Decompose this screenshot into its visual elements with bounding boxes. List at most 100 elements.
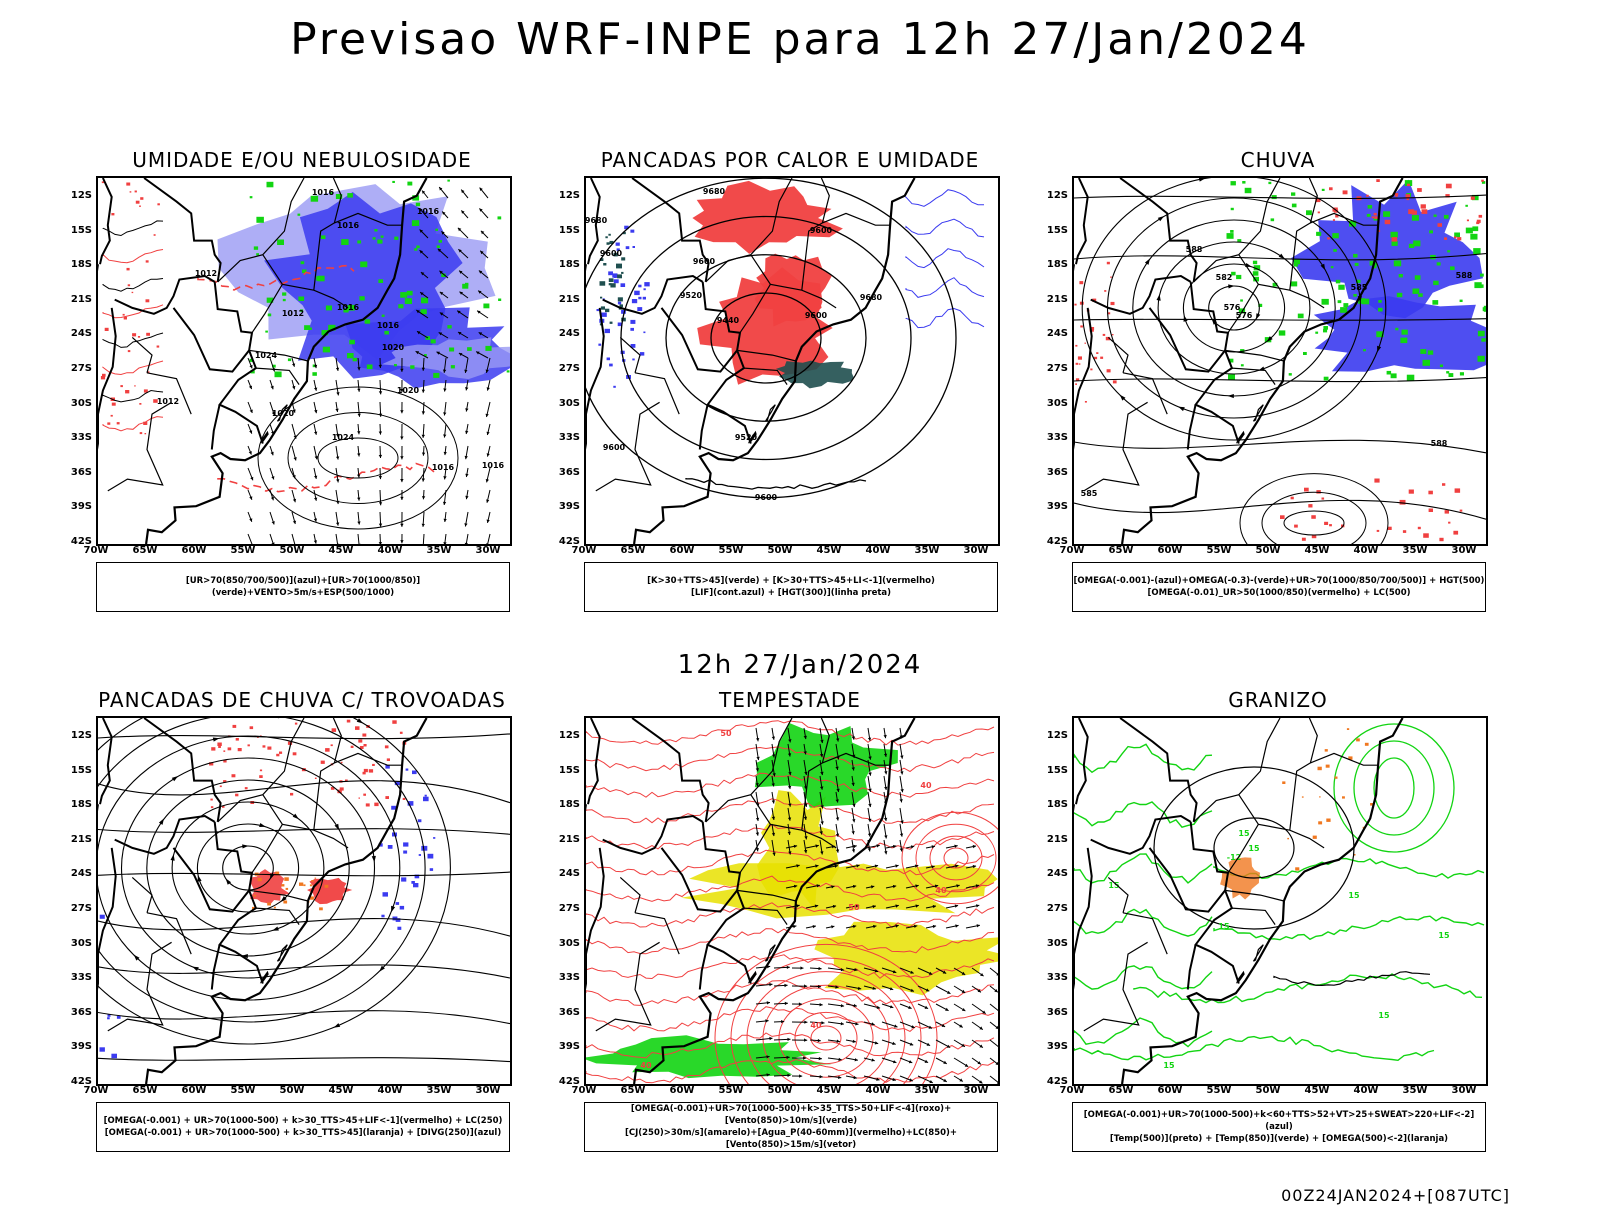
thunderstorm-orange-speckle xyxy=(284,877,289,881)
thunderstorm-red-speckle xyxy=(279,752,282,754)
omega-green-speckle xyxy=(1465,205,1468,207)
wind-vector xyxy=(895,864,898,867)
red-contour-speckle xyxy=(111,213,114,215)
isobar-line xyxy=(103,417,163,431)
omega-green-speckle xyxy=(1355,263,1359,266)
wind-vector xyxy=(818,1039,821,1042)
lif-contour xyxy=(906,249,984,268)
rain-red-speckle xyxy=(1454,236,1457,238)
border-line xyxy=(1123,913,1167,954)
border-line xyxy=(174,282,253,372)
thunderstorm-red-speckle xyxy=(315,778,317,779)
thunderstorm-red-speckle xyxy=(321,761,325,764)
rain-red-speckle xyxy=(1112,334,1114,335)
streamline xyxy=(1284,511,1344,535)
thunderstorm-orange-speckle xyxy=(286,888,289,890)
omega-green-speckle xyxy=(1231,208,1234,210)
wind-vector xyxy=(379,391,382,394)
contour-label: 40 xyxy=(640,1061,652,1070)
latitude-tick: 24S xyxy=(66,868,92,879)
rain-red-speckle xyxy=(1453,531,1458,535)
thunderstorm-orange-speckle xyxy=(281,884,284,886)
border-line xyxy=(263,795,348,848)
divergence-blue xyxy=(412,771,417,775)
longitude-tick: 30W xyxy=(959,1085,993,1096)
longitude-tick: 35W xyxy=(1398,545,1432,556)
contour-label: 15 xyxy=(1218,922,1230,931)
wind-vector xyxy=(423,534,424,544)
humidity-green-speckle xyxy=(410,365,414,369)
omega-green-speckle xyxy=(1478,331,1485,337)
omega-green-speckle xyxy=(1323,329,1327,332)
rain-red-speckle xyxy=(1428,491,1433,495)
latitude-tick: 36S xyxy=(1042,467,1068,478)
red-contour-speckle xyxy=(128,284,130,286)
humidity-green-speckle xyxy=(431,339,436,343)
thunderstorm-orange-speckle xyxy=(315,878,317,879)
thunderstorm-orange-speckle xyxy=(311,880,313,882)
legend-line: [CJ(250)>30m/s](amarelo)+[Agua_P(40-60mm… xyxy=(585,1127,997,1151)
latitude-tick: 12S xyxy=(554,190,580,201)
latitude-tick: 36S xyxy=(1042,1007,1068,1018)
border-line xyxy=(596,942,660,1031)
streamline xyxy=(172,776,178,781)
instability-green-area xyxy=(605,236,607,238)
omega-green-speckle xyxy=(1353,294,1356,297)
humidity-green-speckle xyxy=(414,248,417,251)
wind-vector xyxy=(422,453,425,456)
rain-red-speckle xyxy=(1291,497,1294,500)
humidity-green-speckle xyxy=(265,331,268,333)
lif-contour xyxy=(644,288,646,290)
omega500-orange xyxy=(1347,728,1349,730)
longitude-tick: 60W xyxy=(1153,545,1187,556)
latitude-tick: 33S xyxy=(66,972,92,983)
longitude-tick: 55W xyxy=(226,1085,260,1096)
humidity-green-speckle xyxy=(451,365,455,368)
rain-red-speckle xyxy=(1422,209,1428,214)
wind-vector xyxy=(400,456,403,459)
latitude-tick: 12S xyxy=(66,190,92,201)
instability-green-area xyxy=(600,297,602,299)
streamline xyxy=(1184,315,1188,322)
lif-contour xyxy=(906,278,984,298)
wind-vector xyxy=(487,387,490,390)
longitude-tick: 45W xyxy=(812,545,846,556)
rain-red-speckle xyxy=(1113,380,1117,383)
omega-green-speckle xyxy=(1449,373,1454,377)
temp850-contour xyxy=(1354,741,1434,835)
wind-vector xyxy=(358,534,359,544)
humidity-green-speckle xyxy=(483,304,489,309)
thunderstorm-red-speckle xyxy=(364,744,367,747)
rain-red-speckle xyxy=(1446,184,1452,189)
wind-vector xyxy=(466,534,468,544)
latitude-tick: 39S xyxy=(1042,1041,1068,1052)
longitude-tick: 45W xyxy=(1300,545,1334,556)
rain-red-speckle xyxy=(1455,488,1461,492)
thunderstorm-red-speckle xyxy=(290,793,293,796)
humidity-green-speckle xyxy=(341,239,348,245)
latitude-tick: 18S xyxy=(66,799,92,810)
streamline xyxy=(98,919,510,937)
contour-label: 1016 xyxy=(312,188,335,197)
wind-vector xyxy=(379,502,382,505)
latitude-tick: 30S xyxy=(66,398,92,409)
humidity-green-speckle xyxy=(256,217,264,223)
wind-vector xyxy=(955,905,958,908)
humidity-green-speckle xyxy=(360,262,367,268)
omega-green-speckle xyxy=(1472,226,1478,231)
latitude-tick: 18S xyxy=(1042,259,1068,270)
border-line xyxy=(100,718,112,804)
latitude-tick: 21S xyxy=(554,834,580,845)
humidity-green-speckle xyxy=(378,279,383,283)
humidity-green-speckle xyxy=(312,372,317,376)
border-line xyxy=(108,402,172,491)
rain-red-speckle xyxy=(1385,220,1391,224)
border-line xyxy=(635,913,679,954)
latitude-tick: 30S xyxy=(1042,938,1068,949)
rain-red-speckle xyxy=(1308,504,1312,507)
instability-green-area xyxy=(608,234,610,236)
humidity-green-speckle xyxy=(400,292,407,298)
